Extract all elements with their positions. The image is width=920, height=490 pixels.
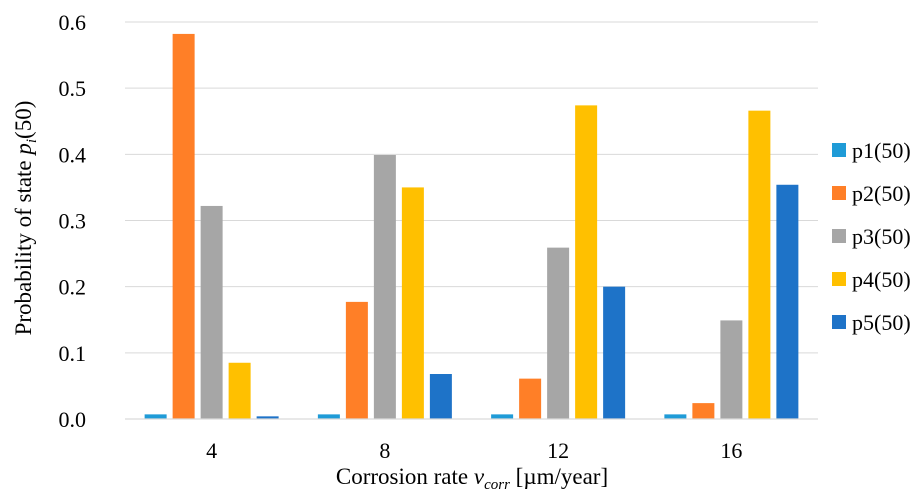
y-tick-label: 0.2 xyxy=(59,275,87,300)
bar-p350-16 xyxy=(720,320,743,419)
legend-label: p3(50) xyxy=(852,224,911,249)
bar-p150-4 xyxy=(144,414,167,419)
y-axis-label: Probability of state pi(50) xyxy=(11,101,40,336)
bar-p250-8 xyxy=(345,301,368,419)
legend-label: p2(50) xyxy=(852,181,911,206)
legend: p1(50) p2(50) p3(50) p4(50) p5(50) xyxy=(832,138,911,335)
legend-swatch xyxy=(832,315,846,329)
legend-label: p4(50) xyxy=(852,267,911,292)
bar-p450-12 xyxy=(575,105,598,420)
bar-p450-16 xyxy=(748,110,771,419)
x-axis-label: Corrosion rate vcorr [µm/year] xyxy=(336,464,608,490)
y-axis-tick-labels: 0.0 0.1 0.2 0.3 0.4 0.5 0.6 xyxy=(59,10,87,432)
legend-swatch xyxy=(832,229,846,243)
y-tick-label: 0.0 xyxy=(59,407,87,432)
y-tick-label: 0.4 xyxy=(59,142,87,167)
bar-p250-12 xyxy=(519,378,542,419)
legend-label: p5(50) xyxy=(852,310,911,335)
x-tick-label: 16 xyxy=(720,438,742,463)
gridlines xyxy=(125,21,818,354)
bar-p350-8 xyxy=(373,154,396,419)
legend-swatch xyxy=(832,143,846,157)
y-tick-label: 0.6 xyxy=(59,10,87,35)
bar-p150-12 xyxy=(491,414,514,419)
legend-swatch xyxy=(832,272,846,286)
bar-p550-12 xyxy=(603,286,626,419)
bar-p350-12 xyxy=(547,247,570,419)
bar-p150-16 xyxy=(664,414,687,419)
bars xyxy=(144,33,799,420)
y-tick-label: 0.5 xyxy=(59,76,87,101)
bar-p550-16 xyxy=(776,184,799,419)
x-tick-label: 12 xyxy=(547,438,569,463)
bar-p550-4 xyxy=(256,416,279,419)
x-tick-label: 8 xyxy=(379,438,390,463)
bar-p450-8 xyxy=(401,187,424,419)
y-tick-label: 0.3 xyxy=(59,209,87,234)
bar-p250-4 xyxy=(172,33,195,419)
legend-swatch xyxy=(832,186,846,200)
bar-p450-4 xyxy=(228,362,251,419)
legend-label: p1(50) xyxy=(852,138,911,163)
bar-p350-4 xyxy=(200,205,223,419)
x-axis-tick-labels: 4 8 12 16 xyxy=(206,438,742,463)
y-tick-label: 0.1 xyxy=(59,341,87,366)
bar-p250-16 xyxy=(692,403,715,419)
bar-p150-8 xyxy=(317,414,340,419)
x-tick-label: 4 xyxy=(206,438,217,463)
bar-p550-8 xyxy=(429,374,452,419)
